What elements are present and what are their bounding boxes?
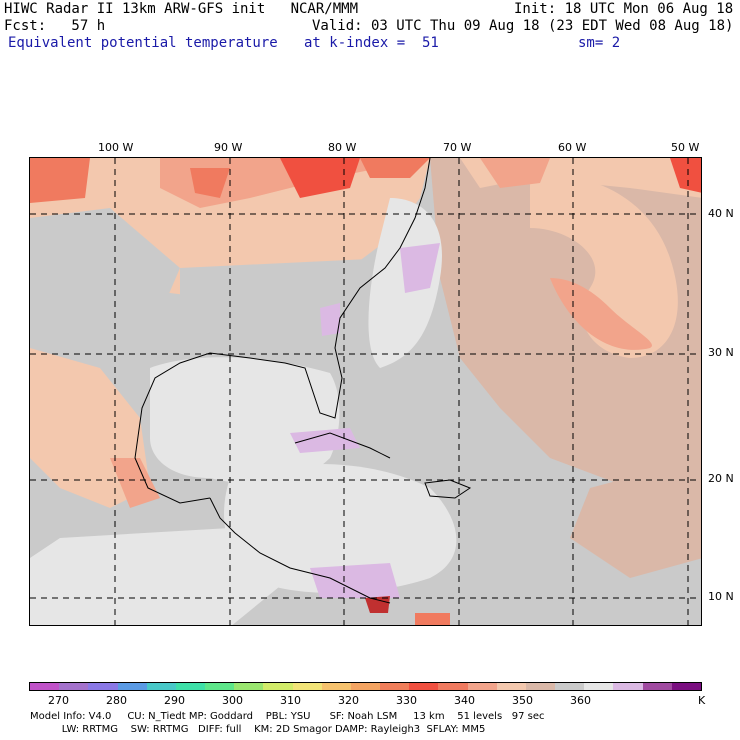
colorbar-swatch-21 [642,683,672,690]
colorbar-swatch-11 [350,683,381,690]
colorbar-swatch-8 [263,683,293,690]
valid-time: Valid: 03 UTC Thu 09 Aug 18 (23 EDT Wed … [312,18,734,34]
colorbar-swatch-0 [30,683,60,690]
colorbar-swatch-19 [584,683,614,690]
lon-label-80w: 80 W [328,141,357,154]
colorbar-swatch-20 [613,683,643,690]
coastline-us-east [134,158,431,504]
red-atlantic-northeast [670,158,701,193]
colorbar-swatch-1 [59,683,89,690]
lat-lon-grid [30,158,701,625]
us-land-red-ne [280,158,360,198]
init-time: Init: 18 UTC Mon 06 Aug 18 [514,1,734,17]
colorbar-swatch-14 [438,683,468,690]
lon-label-70w: 70 W [443,141,472,154]
color-scale-bar [29,682,702,691]
colorbar-tick-330: 330 [396,694,417,707]
colorbar-tick-280: 280 [106,694,127,707]
colorbar-swatch-5 [175,683,206,690]
south-light-gray [30,528,290,625]
lavender-cuba [290,428,360,453]
colorbar-swatch-3 [117,683,147,690]
lon-label-100w: 100 W [98,141,134,154]
colorbar-unit: K [698,694,706,707]
colorbar-tick-340: 340 [454,694,475,707]
colorbar-swatch-15 [467,683,497,690]
salmon-atlantic-north [480,158,550,188]
lat-label-40n: 40 N [708,207,734,220]
forecast-hour: Fcst: 57 h [4,18,106,34]
colorbar-swatch-12 [380,683,410,690]
colorbar-tick-320: 320 [338,694,359,707]
field-name: Equivalent potential temperature [8,35,278,51]
lavender-florida-east [320,303,340,336]
title-line-1: HIWC Radar II 13km ARW-GFS init NCAR/MMM [4,1,359,17]
lat-label-10n: 10 N [708,590,734,603]
colorbar-swatch-4 [146,683,176,690]
salmon-colombia [415,613,450,625]
us-land-red-nne [360,158,430,178]
colorbar-tick-270: 270 [48,694,69,707]
peach-swirl [530,176,678,358]
colorbar-swatch-13 [409,683,439,690]
us-west-gray [30,208,180,358]
lon-label-90w: 90 W [214,141,243,154]
theta-e-map [29,157,702,626]
us-land-red-nw [30,158,90,203]
us-land-red-n [190,168,230,198]
colorbar-swatch-2 [88,683,118,690]
colorbar-swatch-22 [671,683,701,690]
colorbar-swatch-16 [496,683,526,690]
smoothing: sm= 2 [578,35,621,51]
colorbar-tick-350: 350 [512,694,533,707]
red-panama [365,596,390,613]
salmon-swirl [550,278,652,350]
colorbar-swatch-7 [234,683,264,690]
lon-label-50w: 50 W [671,141,700,154]
colorbar-tick-290: 290 [164,694,185,707]
coastline-central-america [209,497,391,604]
mexico-salmon [110,458,160,508]
lon-label-60w: 60 W [558,141,587,154]
colorbar-tick-300: 300 [222,694,243,707]
colorbar-tick-360: 360 [570,694,591,707]
colorbar-swatch-10 [321,683,351,690]
k-index: at k-index = 51 [304,35,439,51]
colorbar-swatch-6 [205,683,235,690]
coastline-cuba [294,432,391,459]
colorbar-tick-310: 310 [280,694,301,707]
gulf-light-gray [150,357,340,484]
lavender-atlantic [400,243,440,293]
model-info-line-2: LW: RRTMG SW: RRTMG DIFF: full KM: 2D Sm… [30,724,486,735]
colorbar-swatch-17 [525,683,556,690]
lavender-caribbean-south [310,563,400,598]
lat-label-30n: 30 N [708,346,734,359]
model-info-line-1: Model Info: V4.0 CU: N_Tiedt MP: Goddard… [30,711,545,722]
caribbean-light-gray [224,464,457,593]
tan-region-atlantic [570,458,701,578]
colorbar-swatch-9 [292,683,322,690]
lat-label-20n: 20 N [708,472,734,485]
coastline-hispaniola [424,479,472,499]
colorbar-swatch-18 [555,683,585,690]
